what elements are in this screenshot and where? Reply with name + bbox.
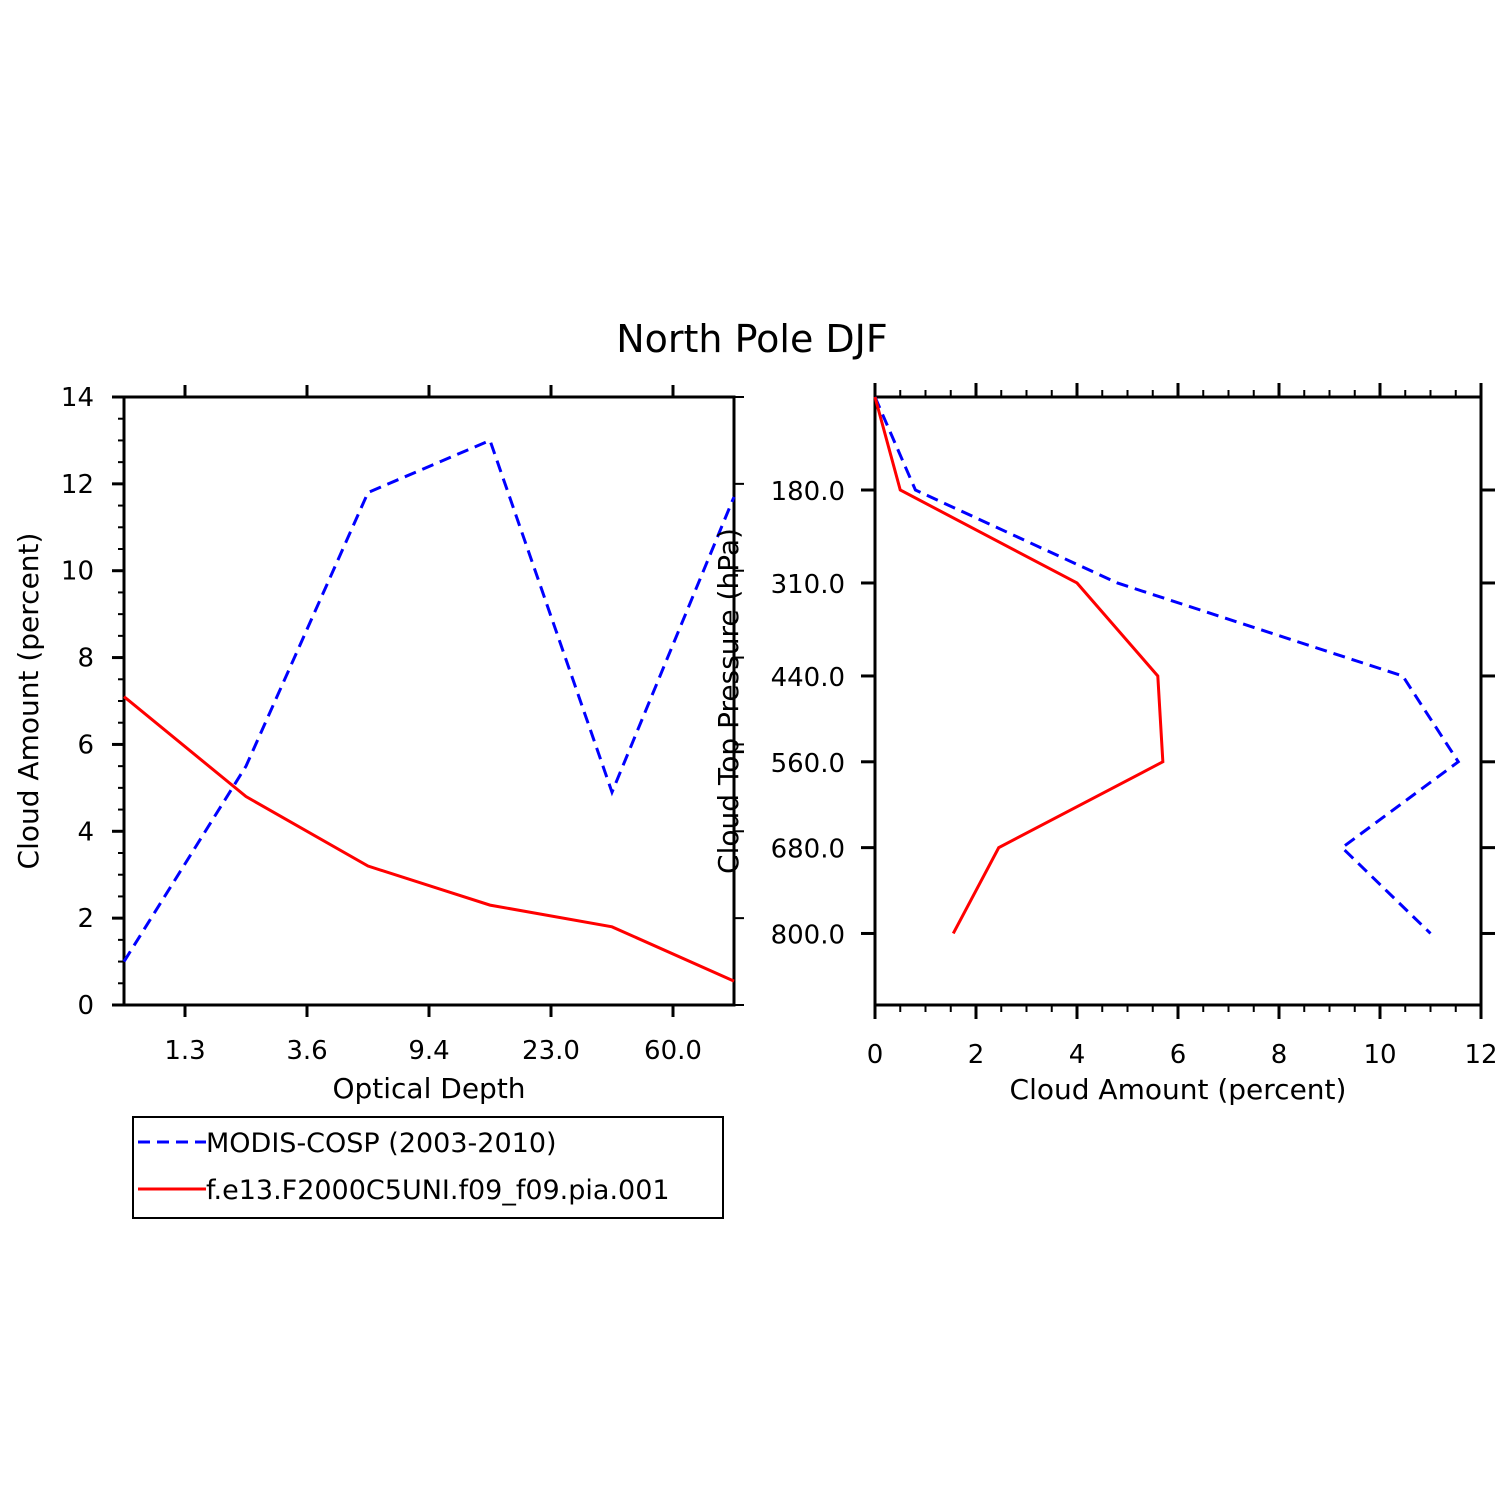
left-y-tick-label: 14 <box>61 383 94 413</box>
left-x-tick-label: 9.4 <box>408 1036 449 1066</box>
right-x-tick-label: 0 <box>867 1040 884 1070</box>
left-series-line-modis <box>122 438 736 963</box>
right-x-axis: 0 2 4 6 8 10 12 <box>867 383 1498 1070</box>
right-y-tick-label: 680.0 <box>771 835 845 865</box>
left-y-tick-label: 0 <box>77 991 94 1021</box>
right-x-tick-label: 12 <box>1464 1040 1497 1070</box>
right-x-tick-label: 2 <box>968 1040 985 1070</box>
left-x-tick-label: 1.3 <box>164 1036 205 1066</box>
right-y-tick-label: 310.0 <box>771 570 845 600</box>
left-x-axis: 1.3 3.6 9.4 23.0 60.0 <box>164 385 702 1066</box>
right-y-axis-label: Cloud Top Pressure (hPa) <box>712 528 745 874</box>
left-y-tick-label: 4 <box>77 817 94 847</box>
left-y-tick-label: 2 <box>77 904 94 934</box>
right-plot-frame <box>873 395 1483 1007</box>
left-series-group <box>122 438 736 983</box>
right-x-axis-label: Cloud Amount (percent) <box>1010 1073 1347 1106</box>
left-x-tick-label: 3.6 <box>286 1036 327 1066</box>
right-series-line-modis <box>873 396 1461 935</box>
right-x-tick-label: 8 <box>1271 1040 1288 1070</box>
left-y-tick-label: 8 <box>77 644 94 674</box>
right-x-tick-label: 10 <box>1363 1040 1396 1070</box>
left-x-axis-label: Optical Depth <box>332 1072 525 1105</box>
pressure-profile-panel: 180.0 310.0 440.0 560.0 680.0 800.0 0 2 4 6 8 10 12… <box>712 383 1498 1106</box>
right-series-group <box>873 396 1461 935</box>
left-plot-frame <box>122 395 736 1007</box>
left-y-tick-label: 6 <box>77 730 94 760</box>
right-series-line-model <box>873 396 1165 935</box>
optical-depth-panel: 0 2 4 6 8 10 12 14 1.3 3.6 9.4 23.0 60.0 Optical De… <box>12 383 744 1105</box>
right-y-tick-label: 180.0 <box>771 477 845 507</box>
legend: MODIS-COSP (2003-2010) f.e13.F2000C5UNI.… <box>132 1116 724 1219</box>
left-y-axis: 0 2 4 6 8 10 12 14 <box>61 383 744 1021</box>
right-x-tick-label: 4 <box>1069 1040 1086 1070</box>
right-x-tick-label: 6 <box>1170 1040 1187 1070</box>
left-x-tick-label: 23.0 <box>522 1036 580 1066</box>
left-y-axis-label: Cloud Amount (percent) <box>12 533 45 870</box>
right-y-axis: 180.0 310.0 440.0 560.0 680.0 800.0 <box>771 477 1495 950</box>
legend-box <box>132 1116 724 1219</box>
legend-label-modis: MODIS-COSP (2003-2010) <box>206 1128 557 1159</box>
left-series-line-model <box>123 695 735 983</box>
left-y-tick-label: 10 <box>61 557 94 587</box>
chart-title: North Pole DJF <box>616 317 888 361</box>
right-y-tick-label: 440.0 <box>771 663 845 693</box>
left-x-tick-label: 60.0 <box>644 1036 702 1066</box>
left-y-tick-label: 12 <box>61 470 94 500</box>
right-y-tick-label: 560.0 <box>771 749 845 779</box>
legend-label-model: f.e13.F2000C5UNI.f09_f09.pia.001 <box>206 1175 670 1206</box>
right-y-tick-label: 800.0 <box>771 920 845 950</box>
